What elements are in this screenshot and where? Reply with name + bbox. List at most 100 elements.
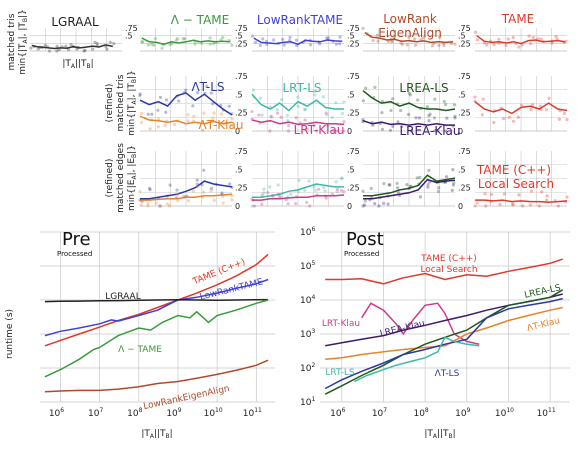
- panel-ytick-label: .75: [125, 24, 138, 33]
- panel-ytick-label: .25: [235, 184, 248, 193]
- post-xlabel-sub-a: A: [433, 433, 438, 440]
- scatter-point: [453, 42, 457, 46]
- panel-ytick-label: .25: [235, 109, 248, 118]
- scatter-point: [280, 37, 285, 41]
- scatter-point: [432, 116, 437, 120]
- series-line: [141, 37, 231, 46]
- row1-ylabel-line1: matched tris: [7, 13, 17, 70]
- scatter-point: [475, 38, 479, 42]
- row2-ylabel-sub-b: B: [131, 79, 138, 83]
- pre-xlabel-part2: ||T: [154, 429, 166, 439]
- scatter-point: [196, 185, 200, 189]
- runtime-series-line: [353, 336, 480, 383]
- scatter-point: [177, 99, 181, 103]
- series-line: [252, 194, 345, 201]
- scatter-point: [539, 37, 543, 41]
- panel-ytick-label: .75: [235, 147, 248, 156]
- runtime-series-line: [44, 298, 269, 303]
- runtime-xtick-label: 1010: [204, 407, 223, 419]
- tick-base: 10: [300, 262, 312, 272]
- panel-1: .25.5.75: [140, 24, 248, 52]
- scatter-point: [520, 204, 525, 208]
- scatter-point: [91, 47, 95, 51]
- scatter-point: [547, 96, 551, 100]
- tick-base: 10: [166, 409, 178, 419]
- scatter-point: [550, 41, 554, 45]
- scatter-point: [286, 129, 291, 133]
- runtime-panel-13: 106 107 108 109 1010 1011: [40, 231, 275, 419]
- tick-base: 10: [243, 409, 255, 419]
- runtime-ytick-label: 104: [300, 294, 315, 306]
- scatter-point: [342, 100, 346, 104]
- panel-ytick-label-zero: 0: [458, 127, 463, 136]
- runtime-xtick-label: 108: [127, 407, 142, 419]
- scatter-point: [250, 204, 254, 208]
- scatter-point: [276, 192, 280, 196]
- scatter-point: [138, 92, 142, 96]
- scatter-point: [426, 185, 430, 189]
- scatter-point: [230, 198, 234, 202]
- runtime-xtick-label: 107: [88, 407, 103, 419]
- scatter-point: [230, 123, 234, 128]
- panel-8: [473, 76, 569, 132]
- panel-ytick-label: .75: [458, 72, 471, 81]
- scatter-point: [163, 123, 167, 128]
- row3-ylabel-line2: matched edges: [116, 143, 126, 213]
- scatter-point: [417, 116, 422, 120]
- scatter-point: [545, 198, 549, 202]
- scatter-point: [269, 114, 273, 118]
- scatter-point: [362, 203, 367, 207]
- scatter-point: [510, 202, 515, 206]
- scatter-point: [150, 42, 154, 47]
- tick-exponent: 4: [311, 294, 315, 301]
- scatter-point: [445, 116, 449, 120]
- scatter-point: [276, 183, 280, 187]
- tick-base: 10: [49, 409, 61, 419]
- scatter-point: [93, 40, 97, 44]
- scatter-point: [531, 35, 535, 39]
- row2-ylabel-line3: min{|TA|, |TB|}: [127, 70, 138, 136]
- scatter-point: [146, 43, 151, 47]
- panel-ytick-label: .5: [235, 90, 243, 99]
- scatter-point: [294, 116, 298, 120]
- panel-5: .25 .5 .75 0: [138, 72, 248, 136]
- scatter-point: [475, 201, 479, 205]
- tick-exponent: 9: [467, 407, 471, 414]
- label-lrt-ls: LRT-LS: [282, 81, 321, 95]
- series-line: [362, 119, 455, 126]
- scatter-point: [270, 115, 274, 119]
- scatter-point: [361, 26, 365, 30]
- scatter-point: [399, 41, 403, 45]
- scatter-point: [380, 127, 384, 131]
- tick-exponent: 6: [60, 407, 64, 414]
- scatter-point: [208, 42, 212, 46]
- scatter-point: [325, 123, 329, 128]
- scatter-point: [170, 42, 174, 46]
- scatter-point: [511, 35, 515, 40]
- scatter-point: [388, 128, 393, 132]
- runtime-ytick-label: 101: [300, 396, 315, 408]
- scatter-point: [271, 194, 275, 198]
- lgraal-xlabel: |TA||TB|: [62, 59, 93, 70]
- scatter-point: [138, 190, 142, 194]
- scatter-point: [164, 110, 168, 114]
- scatter-point: [278, 194, 283, 198]
- scatter-point: [201, 190, 206, 194]
- tick-exponent: 11: [254, 407, 262, 414]
- panel-7: .25 .5 .75 0: [361, 72, 471, 136]
- row1-ylabel-sub-a: A: [22, 39, 29, 44]
- panel-3: .25.5.75: [361, 24, 471, 52]
- tick-base: 10: [372, 409, 384, 419]
- scatter-point: [146, 112, 150, 116]
- runtime-ylabel-group: runtime (s): [5, 309, 15, 359]
- series-line: [362, 90, 456, 112]
- scatter-point: [527, 34, 531, 38]
- panel-ytick-label: .75: [458, 24, 471, 33]
- tick-exponent: 6: [311, 226, 315, 233]
- panel-ytick-label: .75: [347, 72, 360, 81]
- scatter-point: [373, 202, 377, 206]
- row3-ylabel-part3: |}: [127, 145, 137, 154]
- scatter-point: [536, 37, 540, 41]
- scatter-point: [506, 37, 510, 41]
- panel-ytick-label: .25: [458, 184, 471, 193]
